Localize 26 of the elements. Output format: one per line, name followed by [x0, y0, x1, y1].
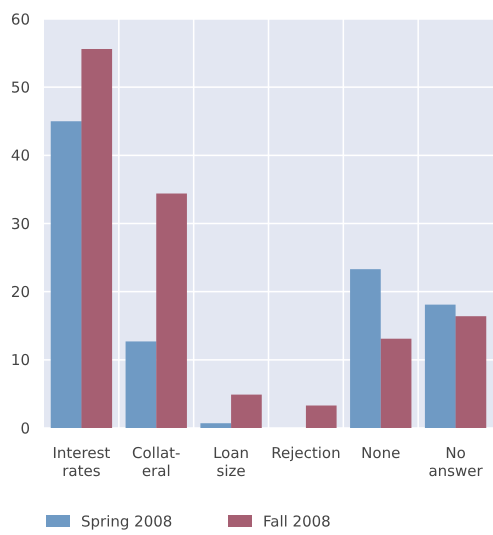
y-tick-label: 60 — [10, 10, 30, 28]
bar — [81, 48, 112, 428]
y-tick-label: 20 — [10, 282, 30, 301]
bar — [456, 316, 486, 428]
bar — [156, 194, 187, 428]
y-tick-label: 0 — [20, 419, 30, 438]
bar — [126, 341, 156, 428]
x-tick-label: No answer — [428, 444, 484, 480]
bar — [350, 269, 381, 428]
bar — [306, 406, 337, 428]
bar — [231, 394, 262, 428]
legend-label: Fall 2008 — [263, 512, 331, 530]
y-tick-label: 10 — [10, 351, 30, 370]
y-tick-label: 50 — [10, 78, 30, 96]
x-tick-label: Rejection — [271, 444, 341, 462]
bar — [50, 121, 82, 428]
bar — [380, 338, 412, 428]
x-tick-label: Loan size — [213, 444, 250, 480]
y-tick-label: 40 — [10, 146, 30, 165]
legend-label: Spring 2008 — [81, 512, 172, 530]
bar — [424, 304, 456, 428]
x-tick-label: Interest rates — [52, 444, 110, 480]
x-tick-label: None — [361, 444, 400, 462]
x-tick-label: Collat- eral — [132, 444, 180, 480]
bar — [200, 423, 232, 428]
y-tick-label: 30 — [10, 214, 30, 233]
